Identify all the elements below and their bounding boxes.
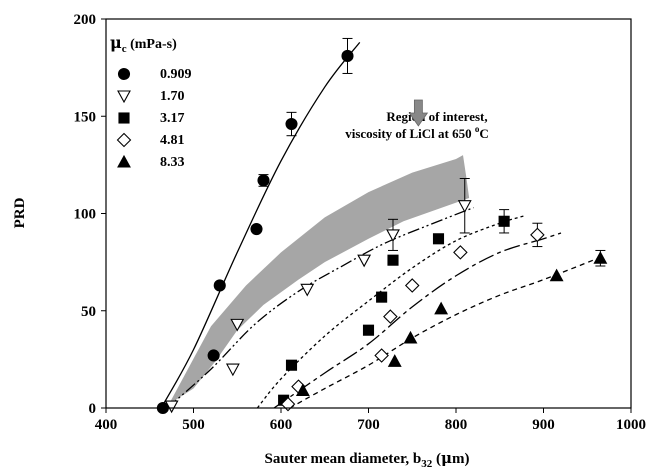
legend-marker-4 [117,154,131,168]
x-tick-label-3: 700 [357,417,380,433]
fit-curves [160,41,604,409]
y-tick-label-4: 200 [74,12,97,28]
data-point-3-5 [453,245,468,260]
data-point-3-2 [374,348,389,363]
data-point-2-6 [498,215,510,227]
region-band-shape [169,155,470,405]
y-axis-label: PRD [12,197,28,228]
fit-curve-2 [256,214,527,409]
legend-label-1: 1.70 [160,89,185,104]
legend: 0.909 1.70 3.17 4.81 8.33 [116,67,192,170]
legend-title: μc (mPa-s) [110,33,177,55]
data-point-0-3 [250,223,263,236]
data-point-4-3 [434,301,449,315]
data-point-0-4 [257,174,270,187]
data-point-0-6 [341,49,354,63]
legend-label-3: 4.81 [160,133,185,148]
region-of-interest-band [169,155,470,405]
y-tick-label-0: 0 [89,401,97,417]
data-point-2-4 [387,254,399,266]
data-point-2-5 [432,233,445,245]
x-tick-label-2: 600 [270,417,293,433]
tick-labels: 400 500 600 700 800 900 1000 0 50 100 150 200 [74,12,647,433]
axes [101,18,632,413]
data-point-3-3 [383,309,398,324]
legend-marker-1 [117,90,131,104]
data-point-3-6 [530,227,545,243]
data-point-2-1 [285,359,298,371]
x-tick-label-5: 900 [532,417,555,433]
y-tick-label-1: 50 [81,304,96,320]
data-point-4-4 [549,268,564,282]
x-tick-label-6: 1000 [616,417,646,433]
x-tick-label-4: 800 [445,417,468,433]
data-point-3-4 [404,278,420,293]
data-point-0-1 [207,349,220,362]
x-tick-label-1: 500 [182,417,205,433]
data-point-1-0 [164,400,179,414]
data-point-4-2 [403,330,418,344]
x-tick-label-0: 400 [95,417,118,433]
legend-marker-0 [117,67,131,81]
data-point-0-5 [285,117,298,131]
data-point-1-2 [230,318,245,332]
data-point-2-2 [362,324,375,336]
legend-label-2: 3.17 [160,111,185,126]
arrow-shape [408,99,429,127]
data-point-4-1 [387,354,402,367]
x-axis-label: Sauter mean diameter, b32 (μm) [265,449,470,470]
fit-curve-0 [160,41,361,409]
data-point-4-0 [295,383,310,397]
y-tick-label-3: 150 [74,109,97,125]
annotation-line-1: Region of interest, [386,109,487,124]
data-point-4-5 [593,251,608,264]
legend-marker-2 [118,112,130,124]
annotation-arrow [408,99,429,127]
annotation-line-2: viscosity of LiCl at 650 oC [345,124,489,141]
data-point-0-2 [213,279,226,292]
data-point-1-4 [357,254,372,268]
data-point-2-3 [376,291,388,303]
data-markers [156,49,608,415]
fit-curve-4 [289,255,604,409]
legend-label-4: 8.33 [160,155,185,170]
data-point-1-5 [386,229,400,243]
fit-curve-1 [166,207,474,409]
legend-label-0: 0.909 [160,67,192,82]
data-point-1-6 [457,200,472,213]
data-point-1-1 [225,363,240,377]
data-point-1-3 [300,283,315,297]
y-tick-label-2: 100 [74,207,97,223]
legend-marker-3 [116,132,132,148]
data-point-3-0 [280,396,296,412]
fit-curve-3 [273,232,562,409]
